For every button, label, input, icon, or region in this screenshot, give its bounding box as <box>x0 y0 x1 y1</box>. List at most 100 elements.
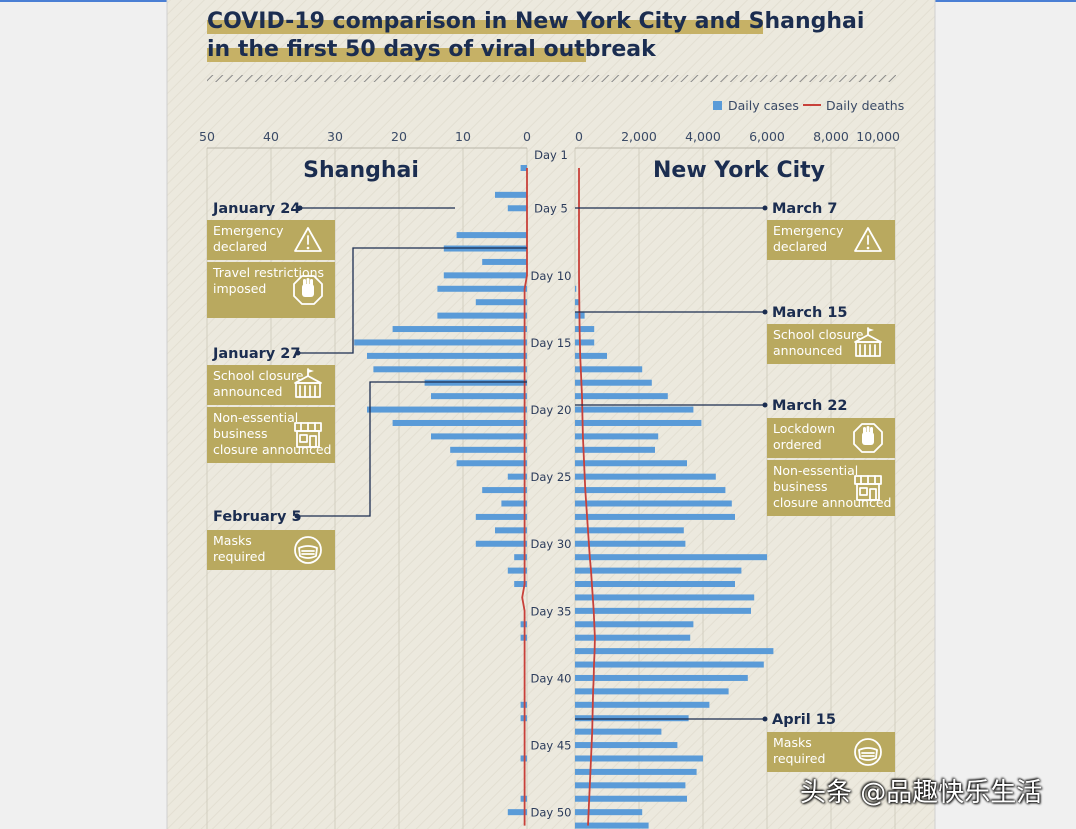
shanghai-panel-title: Shanghai <box>303 158 419 183</box>
shanghai-bar <box>392 326 527 333</box>
event-box-text: imposed <box>213 281 266 296</box>
nyc-bar <box>575 795 687 802</box>
day-label: Day 1 <box>534 148 568 162</box>
nyc-tick-label: 0 <box>575 129 583 144</box>
door <box>869 488 877 501</box>
shanghai-event-date: February 5 <box>213 509 302 525</box>
shanghai-bar <box>367 406 527 413</box>
nyc-bar <box>575 299 580 306</box>
nyc-bar <box>575 527 684 534</box>
warning-triangle <box>294 227 322 252</box>
store-icon <box>294 422 322 448</box>
event-box-text: required <box>773 751 825 766</box>
nyc-bar <box>575 728 662 735</box>
nyc-death-line <box>578 168 596 826</box>
watermark: 头条 @品趣快乐生活 <box>800 778 1043 808</box>
hand-stop-icon <box>293 275 323 305</box>
hatched-divider <box>207 75 896 82</box>
warning-icon <box>854 227 882 252</box>
connector-dot <box>762 205 768 211</box>
nyc-bar <box>575 634 691 641</box>
shanghai-bar <box>475 513 527 520</box>
door <box>309 435 317 448</box>
nyc-bar <box>575 809 643 816</box>
event-box-text: Emergency <box>773 223 844 238</box>
day-label: Day 5 <box>534 202 568 216</box>
event-box <box>767 324 895 364</box>
storefront <box>856 483 880 501</box>
warning-triangle <box>854 227 882 252</box>
shanghai-event-connector <box>297 381 527 517</box>
window <box>299 434 308 443</box>
shanghai-bar <box>475 299 527 306</box>
nyc-bar <box>575 822 649 829</box>
finger <box>306 278 310 285</box>
shanghai-bar <box>520 165 527 171</box>
nyc-bar <box>575 755 703 762</box>
event-box-text: closure announced <box>213 442 331 457</box>
nyc-tick-label: 2,000 <box>621 129 657 144</box>
shanghai-bar <box>456 460 527 467</box>
death-lines <box>521 168 596 826</box>
shanghai-bar <box>475 540 527 547</box>
nyc-event-date: March 7 <box>772 201 837 217</box>
event-box <box>207 407 335 463</box>
shanghai-event-connector <box>298 247 527 354</box>
shanghai-bar <box>507 567 527 574</box>
nyc-bar <box>575 607 751 614</box>
nyc-bar <box>575 352 607 359</box>
octagon <box>853 423 883 453</box>
nyc-bar <box>575 419 702 426</box>
nyc-bar <box>575 406 694 413</box>
legend-deaths-label: Daily deaths <box>826 98 904 113</box>
octagon <box>293 275 323 305</box>
shanghai-bar <box>431 433 527 440</box>
nyc-event-date: March 22 <box>772 398 848 414</box>
shanghai-bar <box>373 366 527 373</box>
shanghai-tick-label: 30 <box>327 129 343 144</box>
day-label: Day 30 <box>531 537 572 551</box>
shanghai-tick-label: 10 <box>455 129 471 144</box>
chart-title-line2: in the first 50 days of viral outbreak <box>207 37 657 62</box>
palm <box>862 432 874 445</box>
nyc-case-bars <box>575 285 774 829</box>
day-label: Day 25 <box>531 470 572 484</box>
store-icon <box>854 475 882 501</box>
shanghai-death-line <box>521 168 528 826</box>
shanghai-bar <box>443 272 527 279</box>
hand-stop-icon <box>853 423 883 453</box>
warning-dot <box>306 246 310 250</box>
nyc-bar <box>575 393 668 400</box>
shanghai-bar <box>392 419 527 426</box>
connector-dot <box>762 402 768 408</box>
nyc-event-date: April 15 <box>772 712 836 728</box>
connector-dot <box>762 309 768 315</box>
event-box-text: required <box>213 549 265 564</box>
shanghai-tick-label: 20 <box>391 129 407 144</box>
nyc-bar <box>575 513 735 520</box>
event-box-text: Non-essential <box>213 410 298 425</box>
nyc-event-date: March 15 <box>772 305 848 321</box>
shanghai-tick-label: 0 <box>523 129 531 144</box>
axis-tick-labels: 50 40 30 20 10 0 0 2,000 4,000 6,000 8,000 10,000 <box>199 129 900 144</box>
connector-dot <box>297 205 303 211</box>
event-box <box>207 365 335 405</box>
shanghai-bar <box>495 527 527 534</box>
title-highlight-2 <box>207 48 586 62</box>
connector-dot <box>762 716 768 722</box>
connector-dot <box>295 350 301 356</box>
nyc-bar <box>575 701 710 708</box>
nyc-tick-label: 10,000 <box>856 129 900 144</box>
nyc-bar <box>575 648 774 655</box>
nyc-bar <box>575 742 678 749</box>
face-outline <box>854 738 882 766</box>
warning-dot <box>866 246 870 250</box>
event-box <box>767 732 895 772</box>
event-box <box>207 530 335 570</box>
flag <box>308 369 314 373</box>
shanghai-bar <box>514 554 527 561</box>
shanghai-bar <box>367 352 527 359</box>
event-box-text: declared <box>773 239 827 254</box>
